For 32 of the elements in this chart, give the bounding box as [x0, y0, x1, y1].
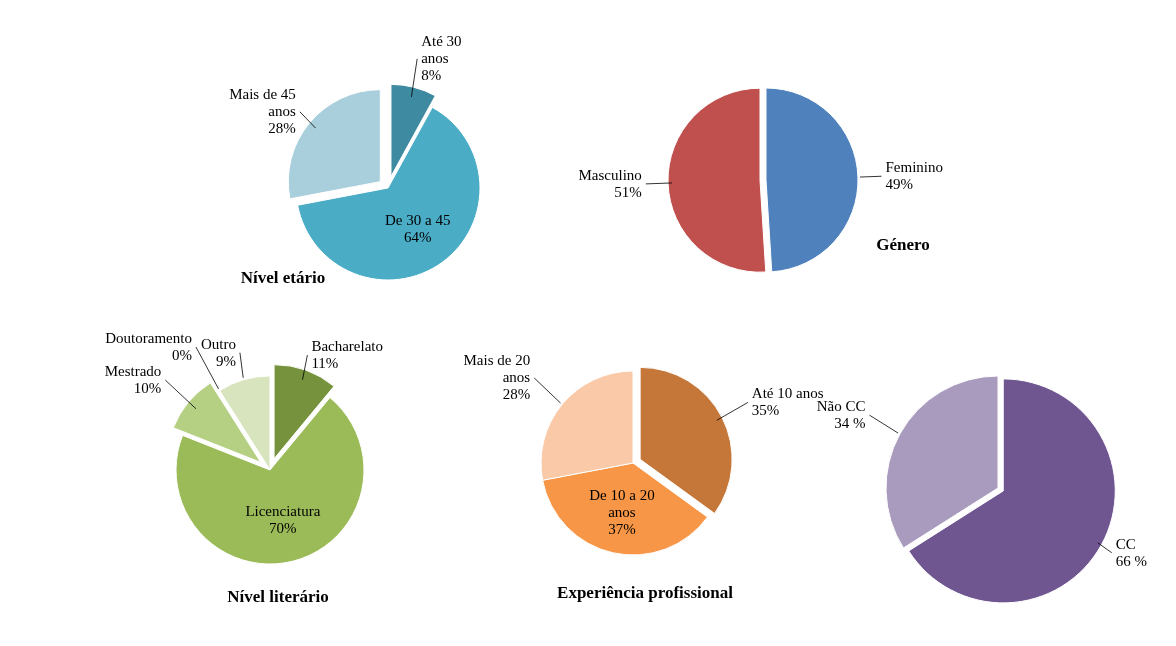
data-label: 37%: [608, 520, 636, 537]
slice-label: De 30 a 45: [385, 211, 451, 228]
data-label: 64%: [403, 228, 432, 245]
data-label: 34 %: [834, 415, 866, 432]
text: 0%: [171, 346, 192, 363]
slice-label: Mais de 20 anos: [463, 352, 531, 386]
slice-label: Licenciatura: [245, 503, 321, 520]
data-label: 35%: [751, 402, 780, 419]
data-label: 11%: [311, 355, 339, 372]
text: Experiência profissional: [557, 583, 734, 602]
text: Género: [876, 235, 930, 254]
slice-label: Feminino: [885, 159, 944, 176]
slice-label: CC: [1115, 535, 1136, 552]
data-label: 66 %: [1115, 552, 1148, 569]
slice-label: Bacharelato: [311, 338, 384, 355]
data-label: 28%: [268, 120, 296, 137]
slice-label: Outro: [200, 335, 236, 352]
category-label: Doutoramento: [105, 329, 192, 346]
data-label: 28%: [502, 386, 531, 403]
slice-label: De 10 a 20 anos: [589, 486, 655, 520]
text: Nível etário: [240, 268, 326, 287]
slice-label: Mais de 45 anos: [229, 86, 296, 120]
text: Nível literário: [227, 587, 329, 606]
data-label: 10%: [133, 380, 162, 397]
slice-label: Até 30 anos: [421, 33, 462, 67]
slice-label: Mestrado: [104, 363, 162, 380]
data-label: 51%: [614, 183, 642, 200]
data-label: 8%: [421, 67, 442, 84]
data-label: 49%: [885, 176, 914, 193]
data-label: 9%: [215, 352, 236, 369]
slice-label: Masculino: [578, 166, 642, 183]
data-label: 70%: [269, 520, 297, 537]
